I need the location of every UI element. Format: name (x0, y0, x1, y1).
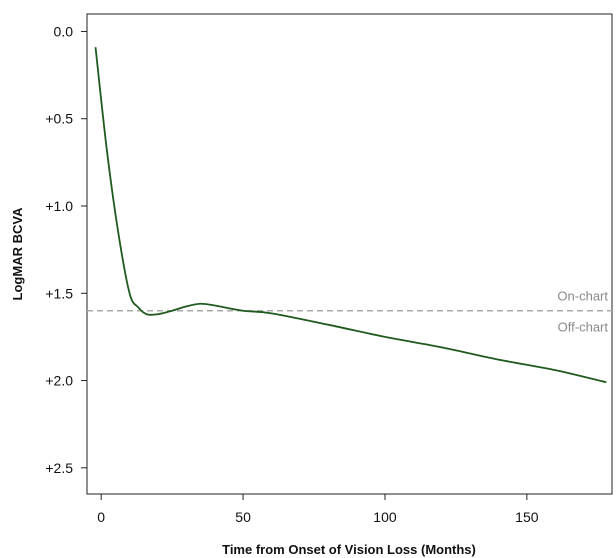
on-chart-label: On-chart (557, 289, 608, 304)
off-chart-label: Off-chart (558, 320, 609, 335)
y-axis: 0.0 +0.5 +1.0 +1.5 +2.0 +2.5 (45, 23, 87, 476)
y-tick-label: +1.5 (45, 285, 73, 301)
plot-frame (86, 13, 613, 495)
x-tick-label: 0 (97, 509, 105, 525)
series-line (94, 47, 607, 384)
x-tick-label: 100 (373, 509, 397, 525)
x-axis: 0 50 100 150 (97, 494, 539, 525)
y-tick-label: +0.5 (45, 111, 73, 127)
reference-line-group: On-chart Off-chart (87, 289, 612, 335)
y-tick-label: +1.0 (45, 198, 73, 214)
y-tick-label: 0.0 (54, 23, 74, 39)
x-axis-title: Time from Onset of Vision Loss (Months) (222, 542, 476, 557)
x-tick-label: 50 (235, 509, 251, 525)
y-axis-title: LogMAR BCVA (10, 207, 25, 301)
y-tick-label: +2.5 (45, 460, 73, 476)
series-group (94, 47, 607, 384)
x-tick-label: 150 (515, 509, 539, 525)
y-tick-label: +2.0 (45, 373, 73, 389)
